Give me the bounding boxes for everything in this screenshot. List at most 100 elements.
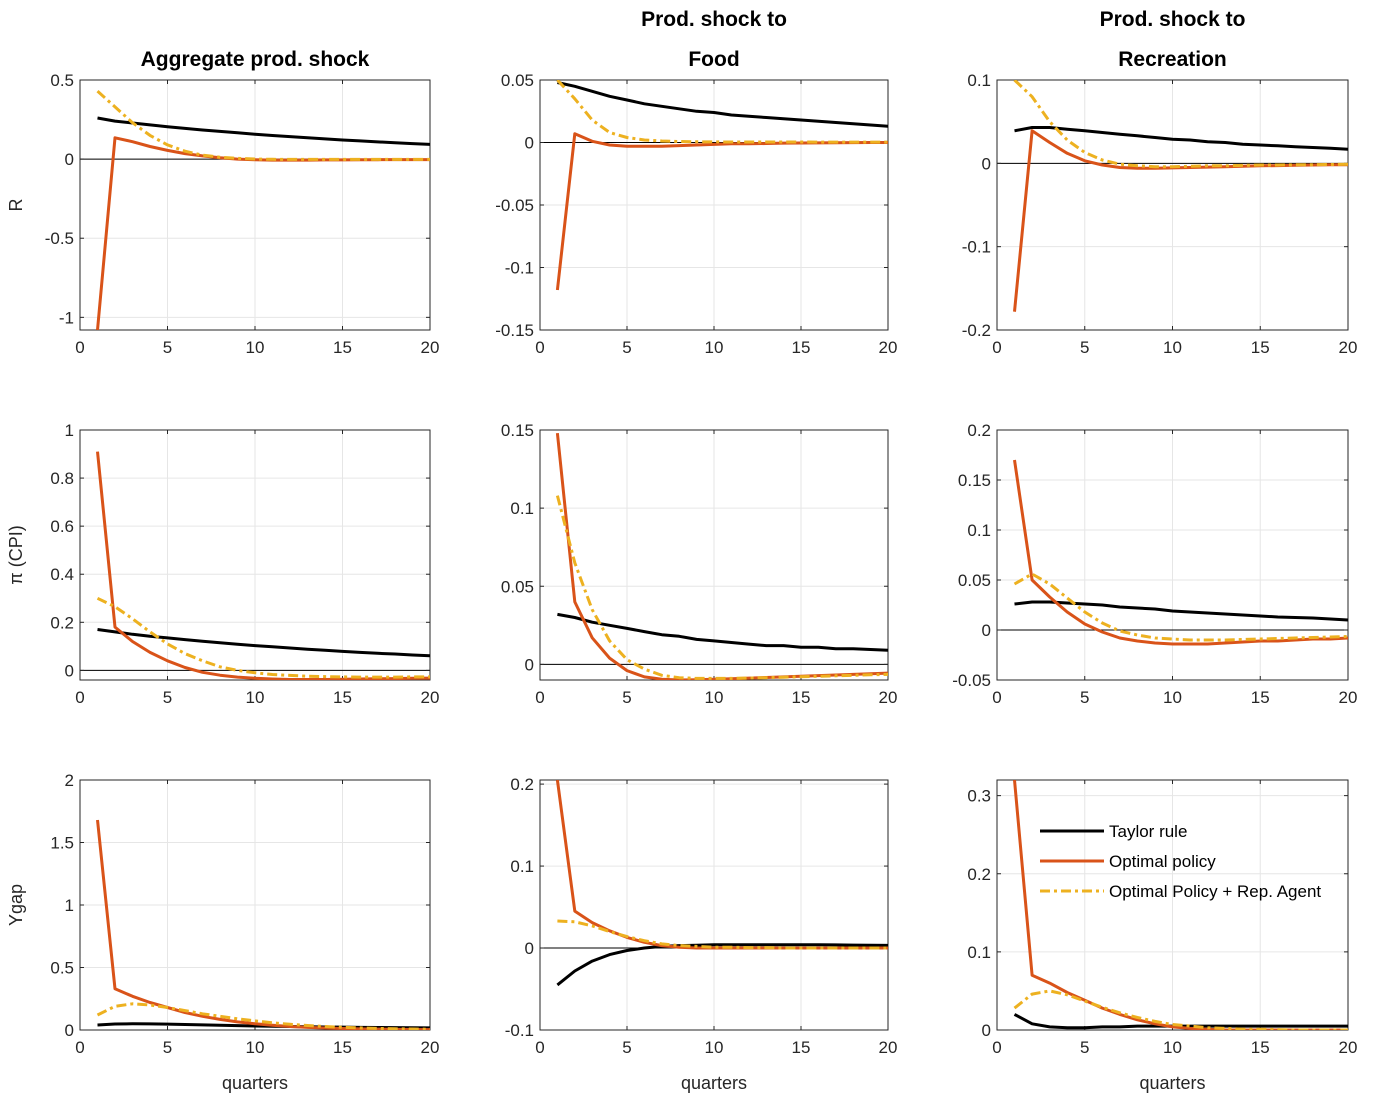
y-tick-label: 0.1 [967,943,991,962]
series-line-optimal-policy [96,136,430,330]
legend: Taylor rule Optimal policy Optimal Policy … [1040,822,1321,901]
series-line-taylor-rule [556,943,888,987]
x-axis-label: quarters [681,1073,747,1093]
x-tick-label: 15 [1251,1038,1270,1057]
series-line-taylor-rule [1014,600,1348,622]
x-tick-label: 10 [246,338,265,357]
y-tick-label: 0 [525,134,534,153]
series-line-optimal-policy-rep-agent [1013,80,1348,169]
series-line-optimal-policy-rep-agent [555,495,888,680]
series-line-optimal-policy-rep-agent [557,919,888,950]
x-tick-label: 5 [1080,688,1089,707]
x-tick-label: 0 [992,338,1001,357]
series-line-optimal-policy [1013,459,1348,646]
y-tick-label: 0.1 [510,857,534,876]
legend-label: Optimal Policy + Rep. Agent [1109,882,1321,901]
series-group [1013,80,1348,312]
x-tick-label: 0 [535,1038,544,1057]
y-tick-label: 0.1 [967,71,991,90]
y-tick-label: 0.5 [50,71,74,90]
x-tick-label: 20 [421,338,440,357]
y-tick-label: 0 [65,1021,74,1040]
y-tick-label: 0 [982,154,991,173]
series-line-optimal-policy [96,451,430,680]
y-tick-label: 0.1 [967,521,991,540]
series-group [555,80,888,291]
x-tick-label: 0 [992,688,1001,707]
series-line-optimal-policy [1013,129,1348,312]
series-line-optimal-policy-rep-agent [96,1002,430,1030]
x-tick-label: 20 [421,688,440,707]
x-tick-label: 10 [246,1038,265,1057]
y-tick-label: 0 [525,655,534,674]
y-tick-label: 0.2 [50,613,74,632]
x-tick-label: 15 [333,338,352,357]
y-tick-label: 0 [525,939,534,958]
y-tick-label: 0.15 [958,471,991,490]
y-tick-label: 0 [982,1021,991,1040]
x-tick-label: 0 [75,1038,84,1057]
series-line-optimal-policy-rep-agent [96,596,430,679]
y-tick-label: 1.5 [50,834,74,853]
y-tick-label: 0.6 [50,517,74,536]
y-tick-label: 1 [65,421,74,440]
y-tick-label: 1 [65,896,74,915]
panel-1-0: 0 5 10 15 20 0 0.2 0.4 0.6 0.8 1 π (CPI) [6,421,439,707]
y-tick-label: 0.2 [510,775,534,794]
y-axis-label: R [6,199,26,212]
series-line-optimal-policy-rep-agent [556,80,888,144]
x-tick-label: 15 [792,1038,811,1057]
x-tick-label: 15 [333,1038,352,1057]
x-tick-label: 0 [992,1038,1001,1057]
y-tick-label: 0.15 [501,421,534,440]
x-tick-label: 15 [1251,688,1270,707]
x-tick-label: 10 [1163,688,1182,707]
x-tick-label: 15 [792,688,811,707]
panel-0-1: 0 5 10 15 20 -0.15 -0.1 -0.05 0 0.05 Prod. shock t… [495,8,897,357]
y-tick-label: 0.8 [50,469,74,488]
series-line-taylor-rule [557,81,888,128]
y-tick-label: 0.2 [967,421,991,440]
panel-1-1: 0 5 10 15 20 0 0.05 0.1 0.15 [501,421,898,707]
y-tick-label: 2 [65,771,74,790]
x-tick-label: 0 [535,688,544,707]
y-tick-label: 0.05 [501,71,534,90]
x-tick-label: 20 [421,1038,440,1057]
x-tick-label: 20 [879,338,898,357]
panel-title: Aggregate prod. shock [141,48,370,71]
y-tick-label: 0.05 [958,571,991,590]
series-line-optimal-policy-rep-agent [96,89,430,161]
series-line-taylor-rule [97,116,430,146]
y-tick-label: 0 [982,621,991,640]
y-tick-label: 0.05 [501,577,534,596]
y-tick-label: 0 [65,661,74,680]
x-tick-label: 5 [622,338,631,357]
series-group [1013,780,1348,1030]
panel-0-0: 0 5 10 15 20 -1 -0.5 0 0.5 Aggregate prod. shock R [6,48,439,357]
series-group [96,451,430,680]
y-tick-label: -0.2 [962,321,991,340]
panel-2-0: 0 5 10 15 20 0 0.5 1 1.5 2 Ygap quarters [6,771,439,1093]
x-tick-label: 10 [1163,338,1182,357]
y-tick-label: -0.05 [495,196,534,215]
y-tick-label: -1 [59,308,74,327]
series-line-taylor-rule [557,612,888,652]
y-tick-label: -0.15 [495,321,534,340]
y-tick-label: -0.1 [505,1021,534,1040]
x-tick-label: 20 [1339,688,1358,707]
x-tick-label: 10 [705,688,724,707]
x-tick-label: 10 [1163,1038,1182,1057]
y-tick-label: -0.5 [45,229,74,248]
y-tick-label: 0.1 [510,499,534,518]
series-line-optimal-policy [96,819,430,1030]
panel-title: Prod. shock to [1100,8,1246,31]
x-tick-label: 5 [622,1038,631,1057]
x-axis-label: quarters [1139,1073,1205,1093]
y-axis-label: π (CPI) [6,525,26,584]
x-tick-label: 20 [879,1038,898,1057]
x-tick-label: 10 [705,1038,724,1057]
series-line-optimal-policy-rep-agent [1013,572,1348,642]
y-tick-label: -0.1 [505,259,534,278]
x-tick-label: 5 [163,688,172,707]
